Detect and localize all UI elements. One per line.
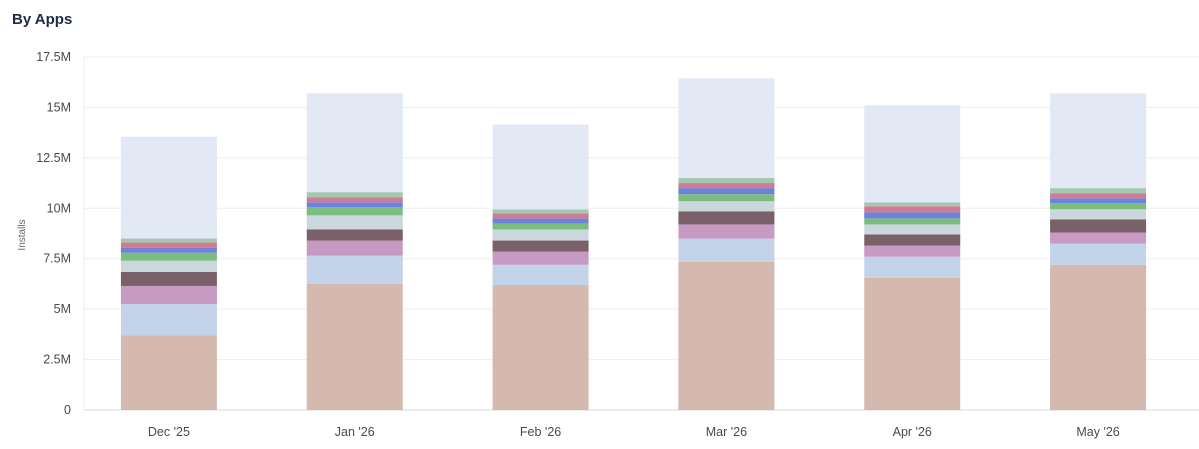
bar-segment[interactable] <box>678 211 775 225</box>
x-tick-label: Mar '26 <box>706 425 747 439</box>
x-tick-label: Feb '26 <box>520 425 561 439</box>
y-tick-label: 15M <box>47 100 71 114</box>
bar-segment[interactable] <box>864 277 961 410</box>
gridlines <box>83 56 1199 411</box>
bar-segment[interactable] <box>1050 243 1147 265</box>
bar-segment[interactable] <box>306 229 403 241</box>
bar-segment[interactable] <box>678 261 775 410</box>
y-tick-label: 2.5M <box>43 353 71 367</box>
bars <box>120 78 1147 410</box>
bar-stack[interactable] <box>306 93 403 410</box>
bar-segment[interactable] <box>492 218 589 224</box>
bar-stack[interactable] <box>1050 93 1147 410</box>
bar-segment[interactable] <box>678 188 775 195</box>
x-tick-label: Jan '26 <box>335 425 375 439</box>
bar-segment[interactable] <box>1050 264 1147 410</box>
bar-segment[interactable] <box>1050 193 1147 199</box>
bar-segment[interactable] <box>306 202 403 208</box>
bar-segment[interactable] <box>306 192 403 198</box>
bar-segment[interactable] <box>1050 93 1147 189</box>
bar-segment[interactable] <box>864 212 961 219</box>
bar-stack[interactable] <box>864 105 961 410</box>
bar-segment[interactable] <box>864 234 961 246</box>
bar-segment[interactable] <box>120 271 217 286</box>
bar-segment[interactable] <box>864 224 961 235</box>
bar-segment[interactable] <box>678 194 775 202</box>
bar-segment[interactable] <box>306 255 403 284</box>
bar-segment[interactable] <box>1050 203 1147 210</box>
bar-segment[interactable] <box>492 124 589 210</box>
chart-title: By Apps <box>12 11 73 28</box>
bar-segment[interactable] <box>864 105 961 203</box>
y-tick-label: 17.5M <box>36 50 71 64</box>
bar-segment[interactable] <box>492 240 589 252</box>
bar-segment[interactable] <box>492 251 589 265</box>
y-axis-label: Installs <box>17 219 28 250</box>
bar-segment[interactable] <box>864 202 961 207</box>
y-axis: 0 2.5M 5M 7.5M 10M 12.5M 15M 17.5M <box>36 50 71 417</box>
bar-segment[interactable] <box>492 229 589 241</box>
bar-segment[interactable] <box>120 238 217 243</box>
bar-segment[interactable] <box>1050 219 1147 233</box>
bar-segment[interactable] <box>120 252 217 261</box>
bar-segment[interactable] <box>864 218 961 225</box>
bar-segment[interactable] <box>120 304 217 336</box>
bar-segment[interactable] <box>1050 188 1147 194</box>
y-tick-label: 10M <box>47 201 71 215</box>
bar-segment[interactable] <box>864 256 961 278</box>
bar-segment[interactable] <box>1050 232 1147 244</box>
bar-segment[interactable] <box>678 78 775 179</box>
bar-segment[interactable] <box>678 224 775 239</box>
bar-segment[interactable] <box>864 206 961 213</box>
x-tick-label: Apr '26 <box>893 425 932 439</box>
y-tick-label: 0 <box>64 403 71 417</box>
bar-stack[interactable] <box>120 136 217 410</box>
bar-segment[interactable] <box>120 285 217 305</box>
bar-segment[interactable] <box>306 93 403 193</box>
y-tick-label: 5M <box>54 302 71 316</box>
y-tick-label: 7.5M <box>43 252 71 266</box>
bar-segment[interactable] <box>306 215 403 230</box>
bar-segment[interactable] <box>306 283 403 410</box>
bar-segment[interactable] <box>678 178 775 184</box>
bar-segment[interactable] <box>678 238 775 262</box>
bar-segment[interactable] <box>120 136 217 239</box>
bar-segment[interactable] <box>492 223 589 230</box>
bar-segment[interactable] <box>864 245 961 257</box>
bar-segment[interactable] <box>492 264 589 285</box>
bar-segment[interactable] <box>1050 198 1147 204</box>
x-tick-label: May '26 <box>1076 425 1119 439</box>
bar-segment[interactable] <box>678 201 775 212</box>
x-tick-label: Dec '25 <box>148 425 190 439</box>
bar-segment[interactable] <box>120 335 217 410</box>
bar-stack[interactable] <box>492 124 589 410</box>
bar-segment[interactable] <box>492 213 589 219</box>
bar-segment[interactable] <box>306 207 403 216</box>
bar-segment[interactable] <box>306 197 403 203</box>
bar-segment[interactable] <box>120 242 217 248</box>
bar-segment[interactable] <box>492 284 589 410</box>
bar-segment[interactable] <box>120 247 217 253</box>
y-tick-label: 12.5M <box>36 151 71 165</box>
bar-segment[interactable] <box>1050 209 1147 220</box>
bar-stack[interactable] <box>678 78 775 410</box>
bar-segment[interactable] <box>678 183 775 189</box>
x-axis: Dec '25 Jan '26 Feb '26 Mar '26 Apr '26 May '… <box>148 425 1120 439</box>
bar-segment[interactable] <box>492 209 589 214</box>
bar-segment[interactable] <box>120 260 217 272</box>
bar-segment[interactable] <box>306 240 403 256</box>
